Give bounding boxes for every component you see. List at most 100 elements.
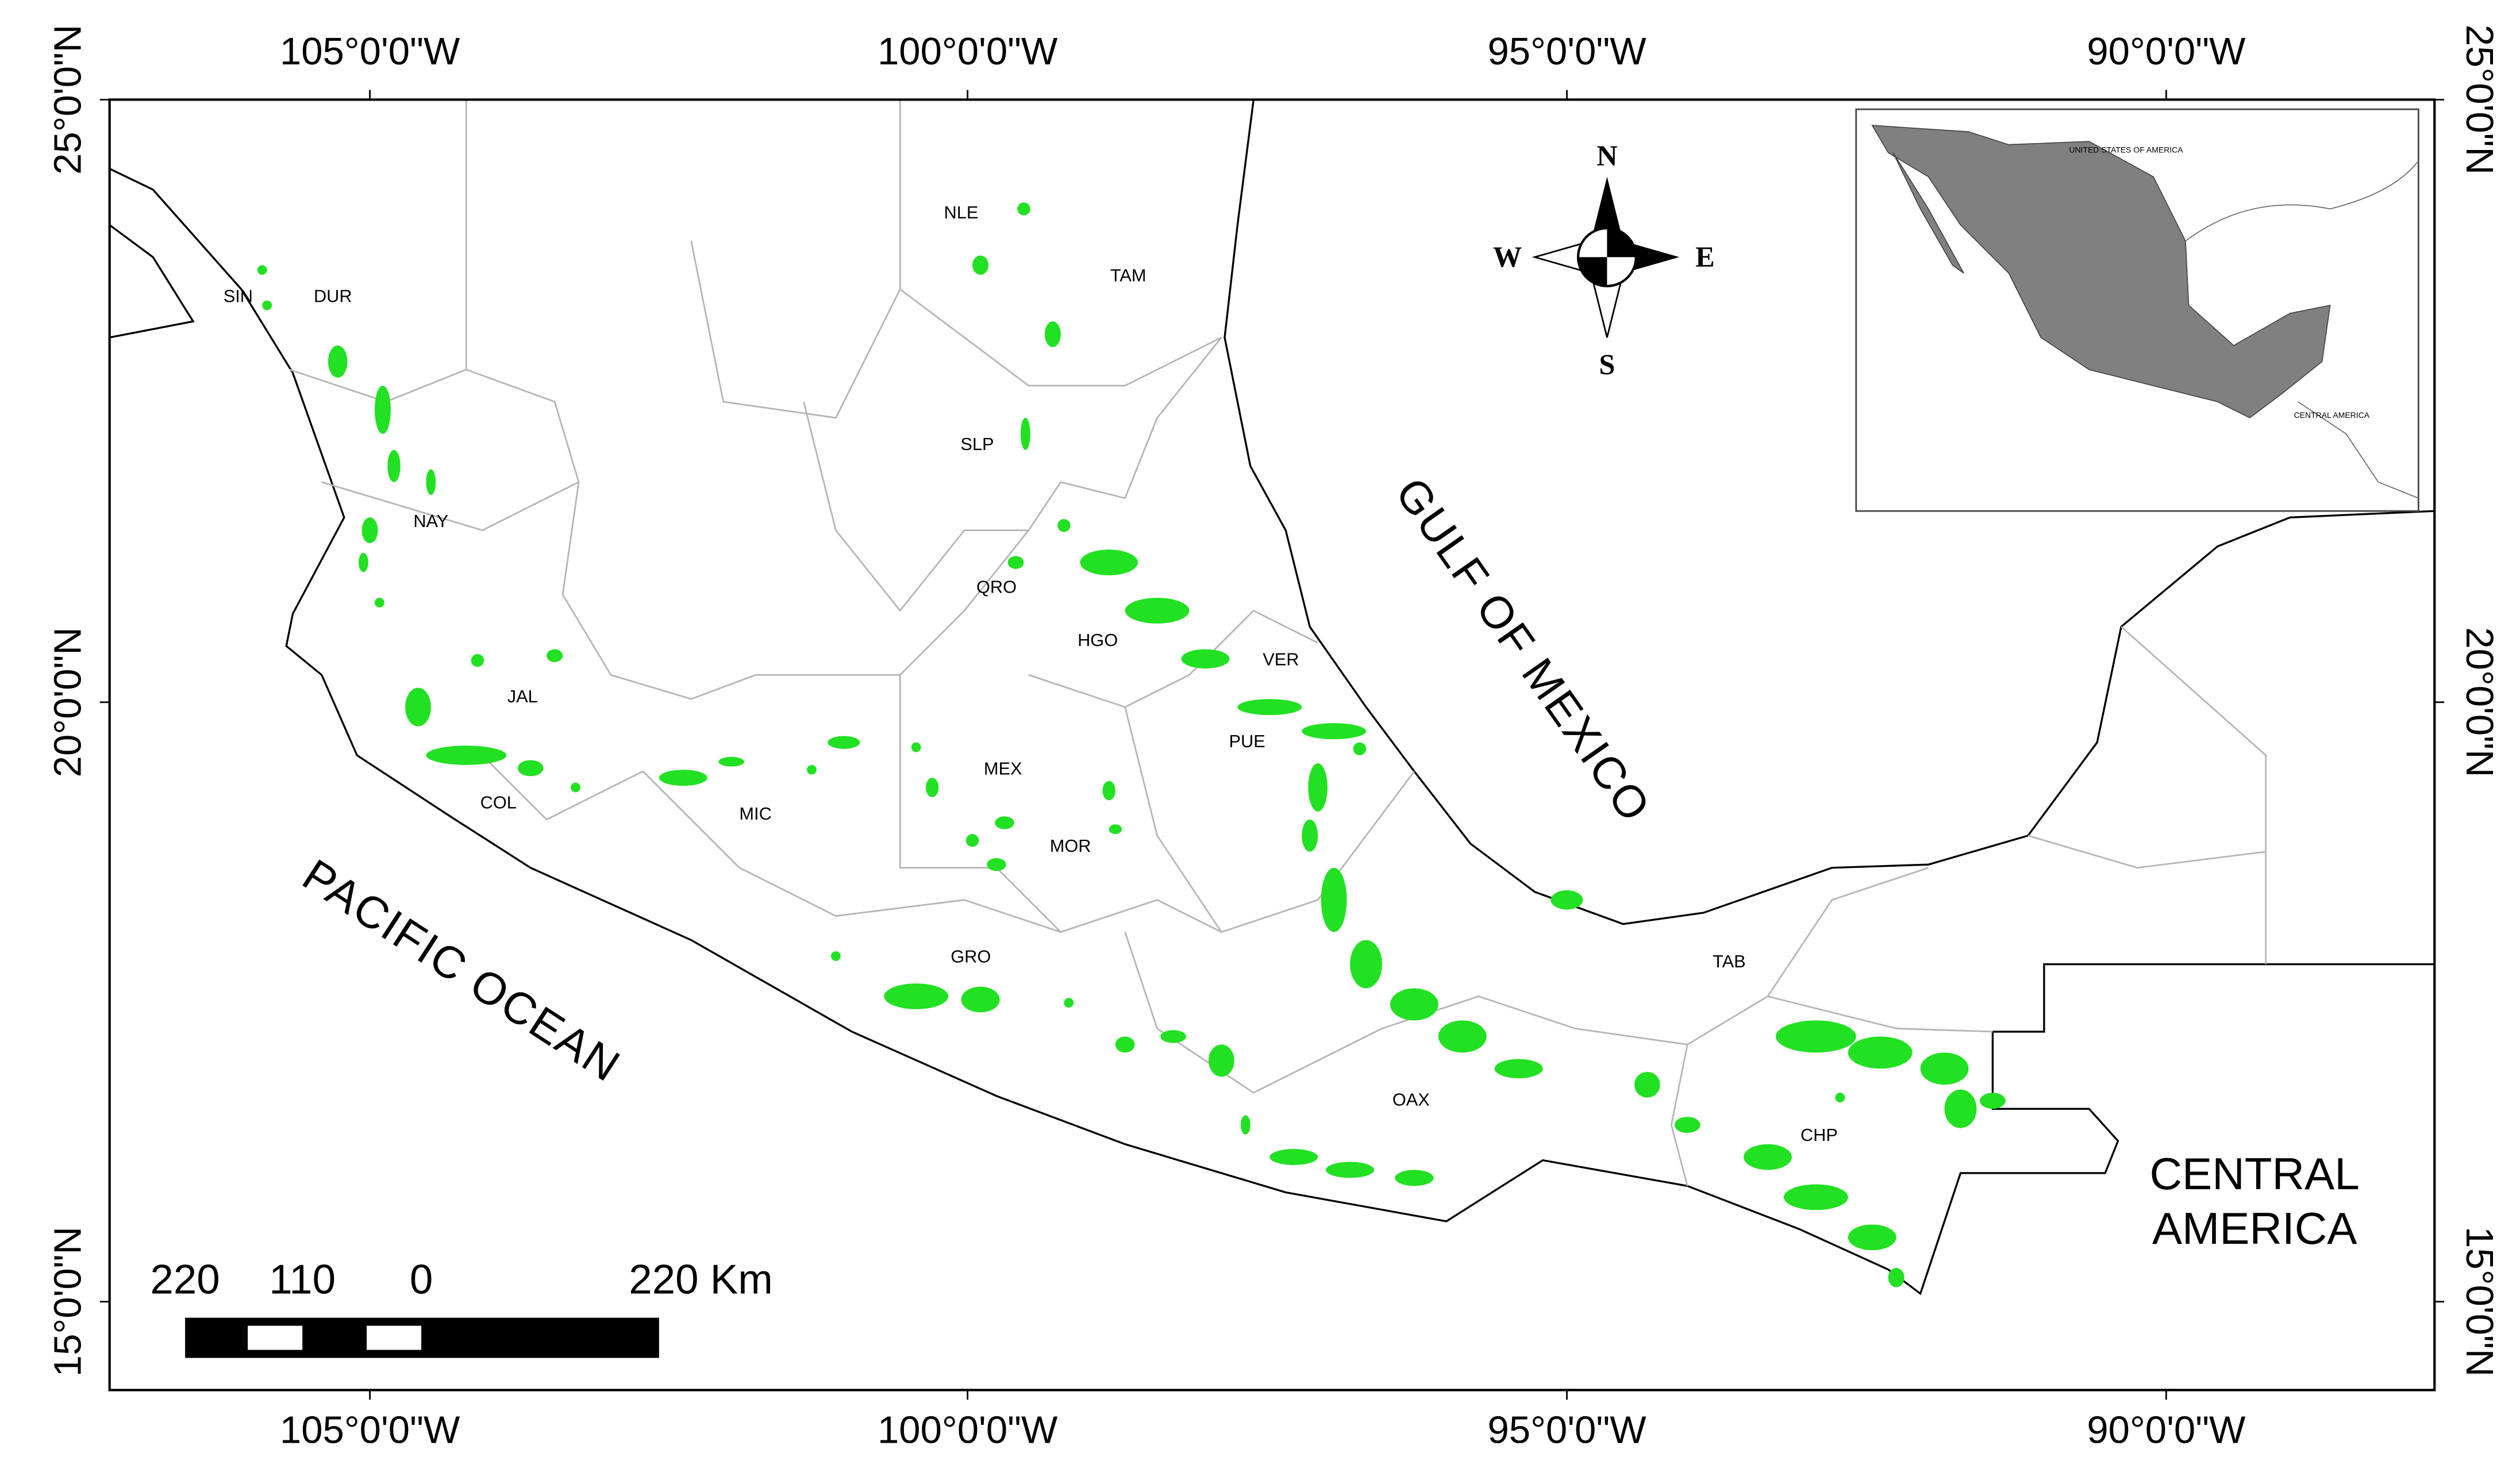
occurrence-patch <box>1350 940 1382 989</box>
occurrence-patch <box>1848 1224 1896 1251</box>
occurrence-patch <box>1080 549 1138 575</box>
border <box>1124 867 1993 1186</box>
occurrence-patch <box>884 983 949 1009</box>
occurrence-patch <box>961 986 1000 1013</box>
left-axis-label: 20°0'0"N <box>46 627 89 777</box>
occurrence-patch <box>659 770 707 786</box>
mainland <box>108 98 2436 1296</box>
state-label: MEX <box>984 759 1022 779</box>
right-axis-label: 15°0'0"N <box>2458 1227 2501 1377</box>
occurrence-patch <box>1125 598 1190 624</box>
inset-label: UNITED STATES OF AMERICA <box>2069 145 2183 155</box>
right-axis-label: 20°0'0"N <box>2458 627 2501 777</box>
compass-letter: N <box>1596 140 1617 172</box>
bottom-axis-label: 90°0'0"W <box>2087 1409 2246 1452</box>
top-axis-label: 105°0'0"W <box>280 30 460 73</box>
occurrence-patch <box>1007 556 1024 569</box>
state-label: SLP <box>960 434 994 454</box>
land <box>108 98 2436 1296</box>
scale-label: 0 <box>410 1256 433 1303</box>
occurrence-patch <box>1321 867 1347 932</box>
occurrence-patch <box>1160 1030 1186 1043</box>
occurrence-patch <box>1783 1184 1848 1210</box>
state-label: TAB <box>1713 951 1746 971</box>
occurrence-patch <box>1237 699 1302 716</box>
state-label: VER <box>1263 649 1299 669</box>
inset-label: CENTRAL AMERICA <box>2294 410 2370 420</box>
scale-segment <box>367 1325 422 1350</box>
state-label: MOR <box>1050 836 1091 856</box>
region-label: AMERICA <box>2152 1203 2357 1254</box>
occurrence-patch <box>262 300 272 310</box>
state-label: OAX <box>1392 1090 1430 1110</box>
state-label: MIC <box>739 804 771 824</box>
occurrence-patch <box>995 816 1014 829</box>
compass-center <box>1578 228 1636 286</box>
occurrence-patch <box>547 649 563 662</box>
left-axis-label: 15°0'0"N <box>46 1227 89 1377</box>
occurrence-patch <box>1848 1036 1913 1069</box>
state-label: PUE <box>1229 731 1265 751</box>
occurrence-patch <box>972 255 989 275</box>
state-label: SIN <box>224 286 253 306</box>
occurrence-patch <box>1634 1071 1660 1098</box>
state-label: CHP <box>1800 1125 1838 1145</box>
occurrence-patch <box>1102 781 1115 801</box>
state-label: GRO <box>951 947 991 967</box>
occurrence-patch <box>965 834 979 847</box>
compass-rose <box>1532 176 1680 338</box>
occurrence-patch <box>257 265 267 275</box>
occurrence-patch <box>1109 824 1122 835</box>
state-label: NLE <box>944 202 979 222</box>
occurrence-patch <box>1551 890 1583 910</box>
border <box>899 609 1318 933</box>
occurrence-patch <box>405 687 431 727</box>
scale-label: 220 Km <box>629 1256 773 1303</box>
occurrence-patch <box>387 449 401 482</box>
state-label: QRO <box>976 577 1017 597</box>
occurrence-patch <box>1438 1020 1487 1053</box>
occurrence-patch <box>517 760 544 777</box>
bottom-axis-label: 100°0'0"W <box>878 1409 1058 1452</box>
state-label: JAL <box>507 686 538 706</box>
occurrence-patch <box>1326 1162 1375 1178</box>
occurrence-patch <box>807 764 817 775</box>
occurrence-patch <box>828 736 860 749</box>
occurrence-patch <box>1209 1044 1234 1077</box>
occurrence-patch <box>911 742 921 752</box>
compass-letter: S <box>1599 348 1615 381</box>
state-label: DUR <box>314 286 352 306</box>
occurrence-patch <box>374 386 391 434</box>
occurrence-patch <box>1020 417 1030 450</box>
occurrence-patch <box>1044 321 1061 347</box>
occurrence-patch <box>1057 519 1071 532</box>
inset-baja <box>1892 152 1964 274</box>
occurrence-patch <box>718 756 745 767</box>
occurrence-patch <box>1115 1036 1135 1053</box>
occurrence-patch <box>1944 1089 1977 1128</box>
occurrence-patch <box>1494 1059 1543 1079</box>
occurrence-patch <box>831 951 841 961</box>
inset-mexico <box>1871 125 2331 418</box>
inset-map <box>1855 108 2419 512</box>
occurrence-patch <box>1980 1093 2006 1109</box>
top-axis-label: 100°0'0"W <box>878 30 1058 73</box>
border <box>2027 626 2267 964</box>
occurrence-patch <box>1302 819 1318 852</box>
occurrence-patch <box>361 517 378 543</box>
graticule-ticks <box>99 90 2445 1400</box>
occurrence-patch <box>987 858 1006 871</box>
occurrence-patch <box>374 598 384 608</box>
state-label: HGO <box>1078 630 1118 650</box>
left-axis-label: 25°0'0"N <box>46 25 89 175</box>
occurrence-patch <box>925 778 939 797</box>
occurrence-patch <box>426 469 436 495</box>
occurrence-patch <box>471 654 484 667</box>
occurrence-patch <box>1269 1149 1318 1165</box>
occurrence-patch <box>1920 1052 1969 1085</box>
bottom-axis-label: 95°0'0"W <box>1487 1409 1646 1452</box>
compass-letter: W <box>1493 241 1522 273</box>
state-label: TAM <box>1110 265 1146 285</box>
scale-label: 110 <box>269 1256 336 1303</box>
